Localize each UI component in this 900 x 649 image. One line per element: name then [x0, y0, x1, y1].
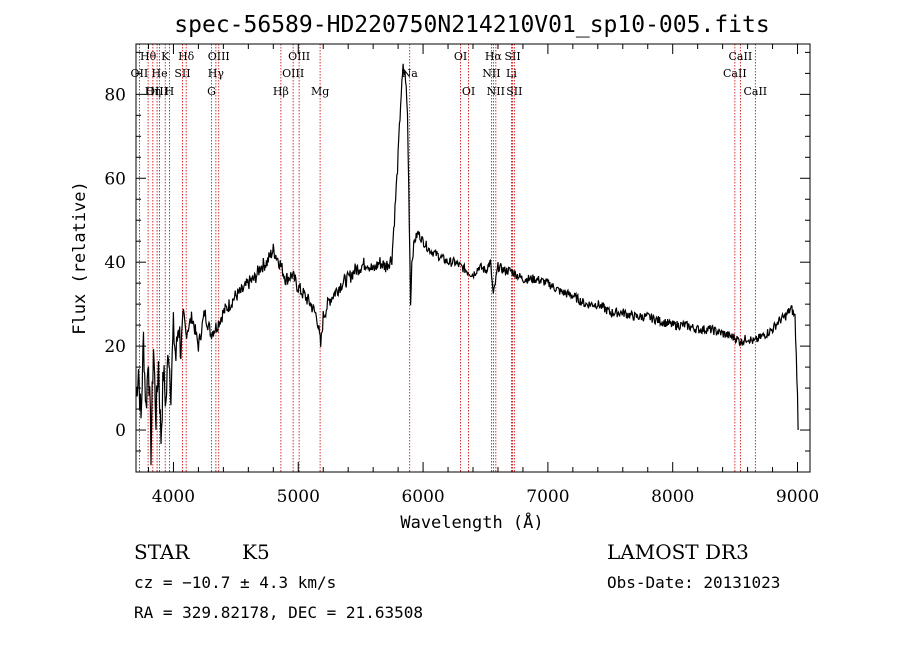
- spectrum-series: [135, 63, 799, 466]
- y-tick-label-80: 80: [104, 85, 126, 105]
- line-label-21: NII: [487, 85, 505, 98]
- y-tick-label-0: 0: [115, 421, 126, 441]
- y-tick-label-20: 20: [104, 337, 126, 357]
- x-tick-label-4000: 4000: [152, 487, 195, 507]
- line-label-2: OIII: [146, 85, 168, 98]
- object-class: STAR: [134, 540, 190, 564]
- line-label-6: H: [165, 85, 175, 98]
- line-label-11: G: [207, 85, 216, 98]
- line-label-0: Hθ: [140, 50, 157, 63]
- line-label-4: Hη: [145, 85, 161, 98]
- x-tick-label-8000: 8000: [651, 487, 694, 507]
- x-axis-ticks: 4000 5000 6000 7000 8000 9000: [147, 44, 819, 507]
- chart-title: spec-56589-HD220750N214210V01_sp10-005.f…: [174, 12, 769, 38]
- survey-name: LAMOST DR3: [607, 540, 749, 564]
- line-label-25: CaII: [723, 67, 747, 80]
- y-tick-label-40: 40: [104, 253, 126, 273]
- x-axis-label: Wavelength (Å): [400, 511, 543, 533]
- x-tick-label-6000: 6000: [401, 487, 444, 507]
- line-label-16: Na: [402, 67, 419, 80]
- y-tick-label-60: 60: [104, 169, 126, 189]
- line-label-5: K: [161, 50, 170, 63]
- line-label-15: Mg: [311, 85, 329, 98]
- plot-frame: [135, 43, 811, 473]
- line-label-22: SII: [504, 50, 520, 63]
- line-label-13: OIII: [282, 67, 304, 80]
- object-subclass: K5: [242, 540, 270, 564]
- line-label-27: CaII: [743, 85, 767, 98]
- observation-date: Obs-Date: 20131023: [607, 573, 781, 592]
- line-label-23: SII: [506, 85, 522, 98]
- line-label-12: Hβ: [273, 85, 289, 98]
- line-label-18: OI: [462, 85, 475, 98]
- coordinates: RA = 329.82178, DEC = 21.63508: [134, 603, 423, 622]
- line-label-14: OIII: [288, 50, 310, 63]
- line-label-8: Hδ: [178, 50, 195, 63]
- x-tick-label-5000: 5000: [277, 487, 320, 507]
- x-tick-label-9000: 9000: [776, 487, 819, 507]
- line-label-24: Li: [506, 67, 517, 80]
- line-label-9: OIII: [208, 50, 230, 63]
- spectral-line-labels: Hθ OII OIII He Hη K H SII Hδ OIII Hγ G Hβ OIII OIII Mg N…: [131, 50, 768, 98]
- line-label-7: SII: [174, 67, 190, 80]
- spectral-line-markers: [138, 44, 756, 472]
- y-axis-ticks: 0 20 40 60 80: [104, 51, 810, 473]
- line-label-20: NII: [482, 67, 500, 80]
- line-label-19: Hα: [485, 50, 503, 63]
- line-label-10: Hγ: [208, 67, 225, 80]
- line-label-17: OI: [454, 50, 467, 63]
- x-tick-label-7000: 7000: [526, 487, 569, 507]
- y-axis-label: Flux (relative): [70, 181, 90, 335]
- line-label-26: CaII: [729, 50, 753, 63]
- line-label-3: He: [152, 67, 168, 80]
- line-label-1: OII: [131, 67, 149, 80]
- spectrum-line: [135, 63, 799, 466]
- redshift-cz: cz = −10.7 ± 4.3 km/s: [134, 573, 337, 592]
